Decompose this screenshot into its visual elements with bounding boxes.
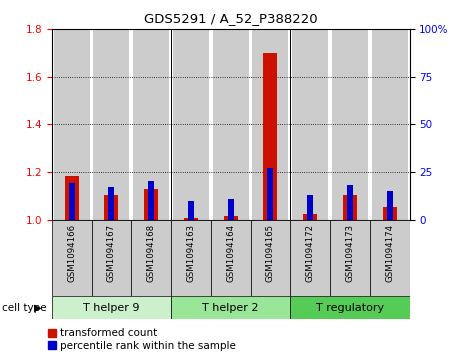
Text: cell type: cell type [2, 303, 47, 313]
Bar [251, 220, 290, 296]
Bar [370, 220, 410, 296]
Bar [303, 214, 317, 220]
Text: T helper 9: T helper 9 [83, 303, 140, 313]
Bar [131, 220, 171, 296]
Bar [52, 296, 171, 319]
Bar [213, 29, 248, 220]
Bar [144, 189, 158, 220]
Bar [252, 29, 288, 220]
Bar [224, 216, 238, 220]
Bar [54, 29, 90, 220]
Bar [292, 29, 328, 220]
Bar [173, 29, 209, 220]
Bar [133, 29, 169, 220]
Bar [263, 53, 277, 220]
Bar [188, 200, 194, 220]
Bar [52, 220, 91, 296]
Legend: transformed count, percentile rank within the sample: transformed count, percentile rank withi… [48, 328, 236, 351]
Bar [267, 168, 273, 220]
Bar [343, 195, 357, 220]
Bar [290, 296, 410, 319]
Bar [382, 207, 396, 220]
Text: GSM1094172: GSM1094172 [306, 223, 315, 282]
Bar [65, 176, 79, 220]
Bar [211, 220, 251, 296]
Bar [69, 183, 75, 220]
Bar [387, 191, 392, 220]
Text: GSM1094166: GSM1094166 [67, 223, 76, 282]
Bar [372, 29, 408, 220]
Bar [307, 195, 313, 220]
Bar [347, 185, 353, 220]
Text: GSM1094164: GSM1094164 [226, 223, 235, 282]
Text: T helper 2: T helper 2 [202, 303, 259, 313]
Bar [94, 29, 129, 220]
Text: T regulatory: T regulatory [316, 303, 384, 313]
Title: GDS5291 / A_52_P388220: GDS5291 / A_52_P388220 [144, 12, 317, 25]
Bar [171, 220, 211, 296]
Bar [148, 182, 154, 220]
Text: GSM1094167: GSM1094167 [107, 223, 116, 282]
Bar [184, 219, 198, 220]
Bar [104, 195, 118, 220]
Bar [330, 220, 370, 296]
Text: ▶: ▶ [34, 303, 41, 313]
Bar [332, 29, 368, 220]
Bar [91, 220, 131, 296]
Text: GSM1094165: GSM1094165 [266, 223, 275, 282]
Text: GSM1094163: GSM1094163 [186, 223, 195, 282]
Bar [290, 220, 330, 296]
Text: GSM1094174: GSM1094174 [385, 223, 394, 282]
Text: GSM1094168: GSM1094168 [147, 223, 156, 282]
Text: GSM1094173: GSM1094173 [346, 223, 355, 282]
Bar [108, 187, 114, 220]
Bar [228, 199, 234, 220]
Bar [171, 296, 290, 319]
